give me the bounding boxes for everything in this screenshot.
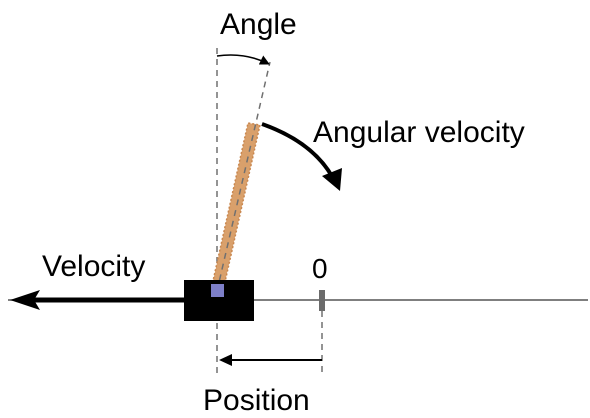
velocity-arrow-icon xyxy=(10,290,184,310)
position-label: Position xyxy=(203,384,310,417)
velocity-label: Velocity xyxy=(42,250,145,283)
angle-label: Angle xyxy=(220,8,297,41)
position-arrow-icon xyxy=(219,354,322,366)
pivot-axle xyxy=(211,284,224,297)
zero-label: 0 xyxy=(312,253,328,284)
angular-velocity-arrow-icon xyxy=(261,122,342,191)
pole xyxy=(210,122,261,292)
angular-velocity-label: Angular velocity xyxy=(313,116,525,149)
origin-marker xyxy=(319,290,325,311)
angle-arc xyxy=(216,54,270,65)
